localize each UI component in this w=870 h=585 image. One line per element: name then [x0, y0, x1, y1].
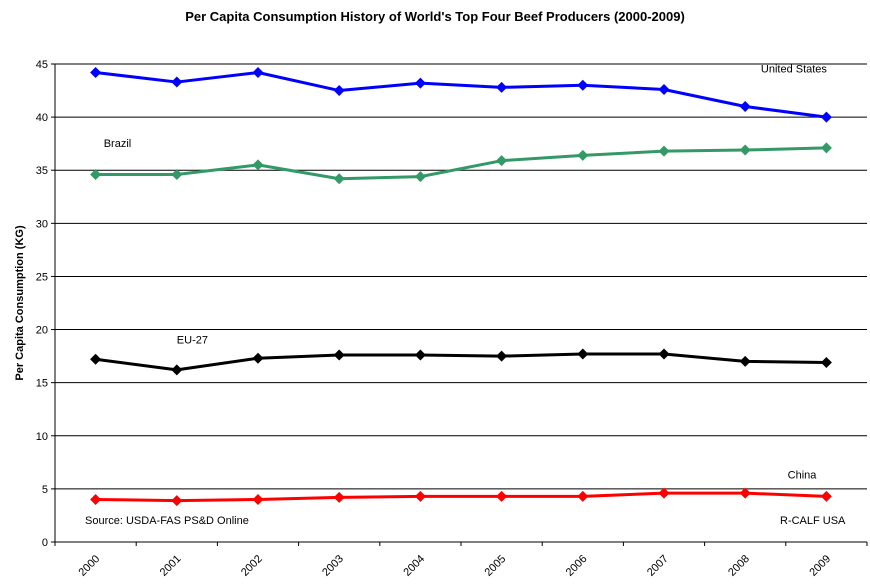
y-tick-label: 35	[36, 165, 48, 177]
data-point	[739, 100, 751, 112]
data-point	[252, 352, 264, 364]
data-point	[171, 364, 183, 376]
data-point	[658, 348, 670, 360]
data-point	[496, 81, 508, 93]
data-point	[820, 490, 832, 502]
x-tick-label: 2009	[807, 553, 833, 579]
data-point	[333, 85, 345, 97]
series-line	[95, 146, 827, 181]
data-point	[496, 155, 508, 167]
series-label: EU-27	[177, 334, 208, 346]
data-point	[414, 490, 426, 502]
x-tick-label: 2001	[158, 553, 184, 579]
data-point	[90, 66, 102, 78]
y-tick-label: 20	[36, 325, 48, 337]
data-point	[658, 83, 670, 95]
x-tick-label: 2008	[726, 553, 752, 579]
x-tick-label: 2007	[645, 553, 671, 579]
series-label: Brazil	[104, 138, 132, 150]
series-label: United States	[761, 63, 828, 75]
data-point	[252, 66, 264, 78]
data-point	[577, 149, 589, 161]
x-tick-label: 2006	[564, 553, 590, 579]
data-point	[333, 491, 345, 503]
series-label: China	[788, 469, 818, 481]
data-point	[739, 355, 751, 367]
y-tick-label: 40	[36, 112, 48, 124]
chart-title: Per Capita Consumption History of World'…	[185, 9, 685, 24]
data-point	[90, 494, 102, 506]
data-point	[820, 356, 832, 368]
data-point	[496, 490, 508, 502]
x-tick-label: 2005	[483, 553, 509, 579]
credit-note: R-CALF USA	[780, 515, 846, 527]
data-point	[739, 487, 751, 499]
data-point	[496, 350, 508, 362]
x-tick-label: 2002	[239, 553, 265, 579]
x-tick-label: 2003	[320, 553, 346, 579]
x-tick-label: 2004	[401, 553, 427, 579]
data-point	[90, 168, 102, 180]
x-tick-label: 2000	[77, 553, 103, 579]
data-point	[171, 76, 183, 88]
source-note: Source: USDA-FAS PS&D Online	[85, 515, 249, 527]
y-tick-label: 0	[42, 537, 48, 549]
data-point	[252, 494, 264, 506]
data-point	[90, 353, 102, 365]
y-tick-label: 30	[36, 218, 48, 230]
data-point	[577, 79, 589, 91]
data-point	[414, 77, 426, 89]
data-point	[577, 348, 589, 360]
y-tick-label: 25	[36, 271, 48, 283]
series-line	[95, 352, 827, 372]
data-point	[658, 487, 670, 499]
data-point	[333, 349, 345, 361]
data-point	[171, 168, 183, 180]
data-point	[333, 173, 345, 185]
data-point	[577, 490, 589, 502]
y-tick-label: 5	[42, 484, 48, 496]
y-tick-label: 10	[36, 431, 48, 443]
series-line	[95, 491, 827, 503]
y-tick-label: 45	[36, 59, 48, 71]
data-point	[820, 111, 832, 123]
data-point	[252, 159, 264, 171]
data-point	[739, 144, 751, 156]
data-point	[658, 145, 670, 157]
data-point	[414, 171, 426, 183]
y-tick-label: 15	[36, 378, 48, 390]
data-point	[414, 349, 426, 361]
data-point	[171, 495, 183, 507]
data-point	[820, 142, 832, 154]
series-line	[95, 70, 827, 119]
